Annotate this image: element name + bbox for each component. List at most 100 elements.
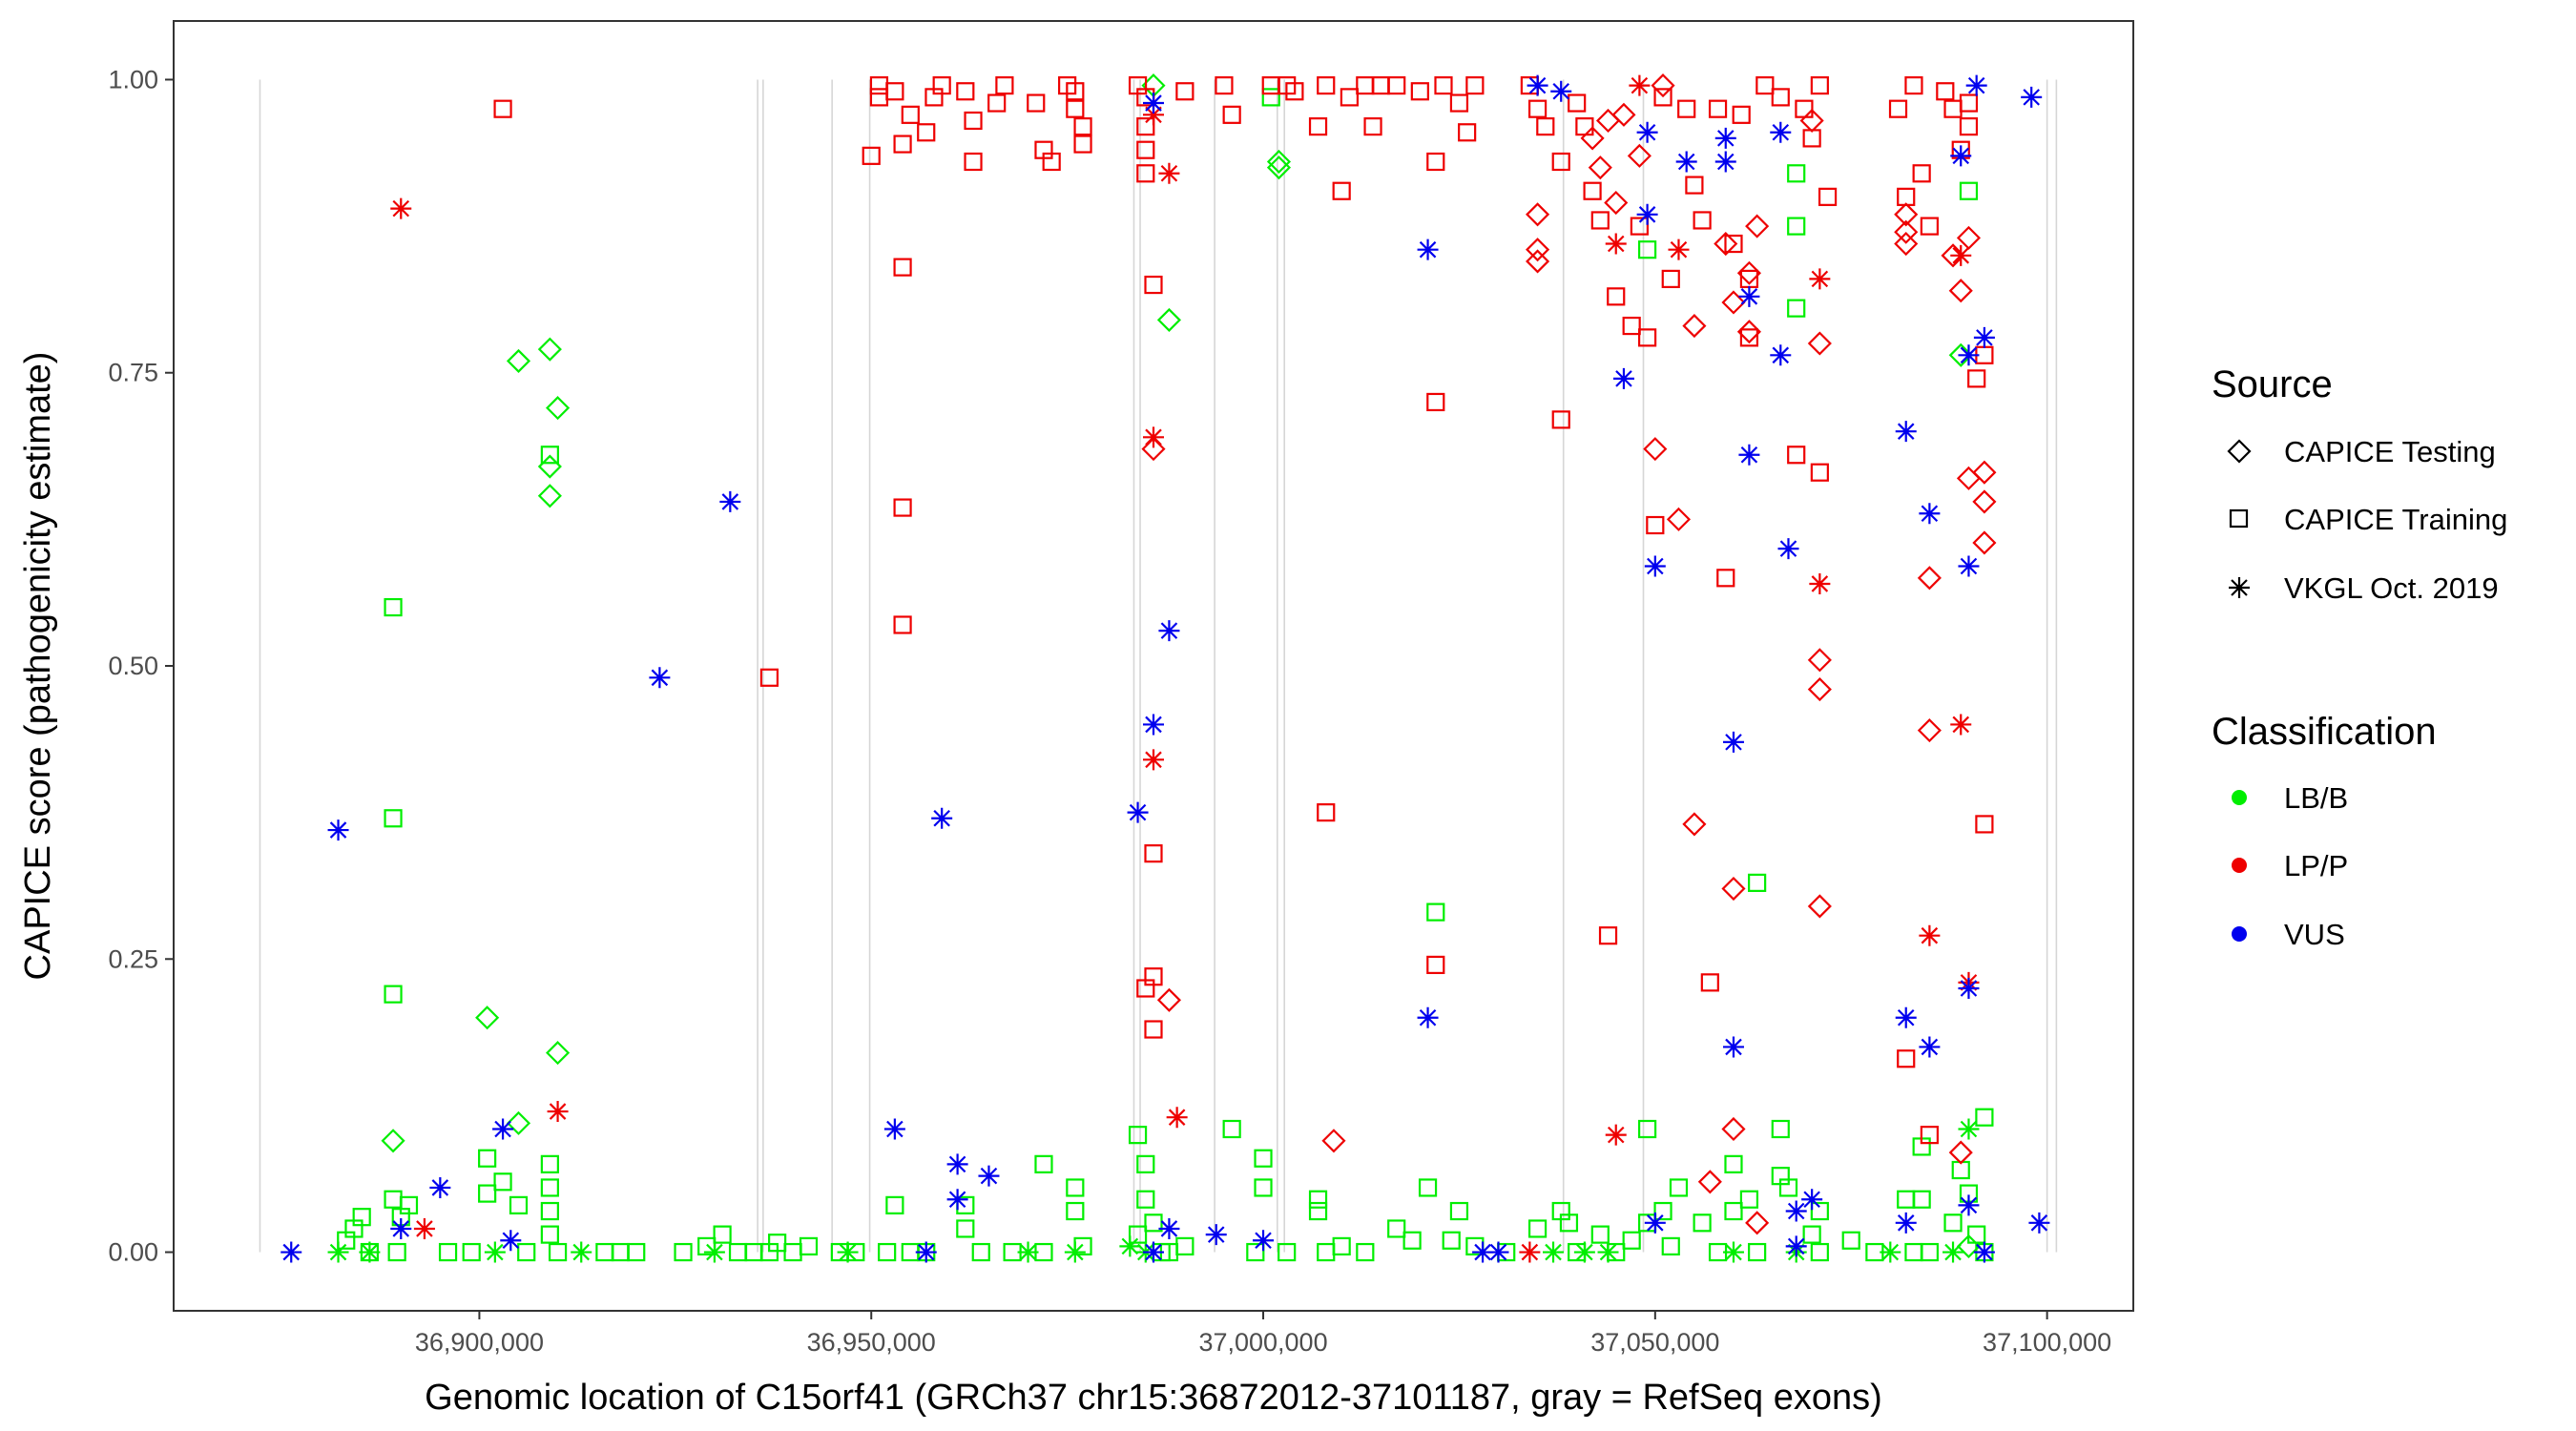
point-training xyxy=(878,1242,897,1262)
point-testing xyxy=(1156,307,1181,332)
point-training xyxy=(1920,1242,1939,1262)
point-training xyxy=(964,152,983,172)
point-training xyxy=(1724,1201,1743,1221)
point-testing xyxy=(1697,1170,1722,1194)
point-vkgl xyxy=(1919,503,1941,525)
point-testing xyxy=(1972,460,1997,485)
point-training xyxy=(1959,93,1979,113)
point-vkgl xyxy=(1973,1241,1995,1263)
point-training xyxy=(1551,410,1570,429)
point-training xyxy=(1739,1190,1759,1209)
point-testing xyxy=(1745,1211,1770,1235)
point-training xyxy=(384,809,403,828)
point-training xyxy=(1128,1225,1148,1244)
point-testing xyxy=(1526,202,1550,227)
point-training xyxy=(478,1184,497,1203)
point-vkgl xyxy=(1573,1241,1595,1263)
point-training xyxy=(1622,316,1641,336)
legend-vus-dot xyxy=(2232,926,2247,942)
point-vkgl xyxy=(1519,1241,1541,1263)
point-training xyxy=(1787,164,1806,183)
point-training xyxy=(995,75,1014,95)
point-training xyxy=(1920,217,1939,236)
point-vkgl xyxy=(413,1217,435,1239)
legend-item-lbb: LB/B xyxy=(2232,781,2348,815)
point-training xyxy=(1254,1149,1273,1168)
point-training xyxy=(1607,287,1626,306)
point-training xyxy=(1073,117,1092,136)
point-testing xyxy=(475,1006,500,1030)
legend-square-icon xyxy=(2229,508,2249,529)
point-training xyxy=(799,1236,819,1256)
point-vkgl xyxy=(1158,620,1180,642)
y-axis-title: CAPICE score (pathogenicity estimate) xyxy=(18,352,58,981)
point-vkgl xyxy=(649,667,671,689)
point-vkgl xyxy=(1675,151,1697,173)
legend-label-lbb: LB/B xyxy=(2284,781,2348,815)
point-vkgl xyxy=(1958,555,1980,577)
point-training xyxy=(1583,181,1602,200)
point-training xyxy=(1434,75,1453,95)
point-vkgl xyxy=(1158,1217,1180,1239)
legend: Source CAPICE Testing CAPICE Training VK… xyxy=(2212,363,2507,951)
point-training xyxy=(1708,99,1728,118)
point-training xyxy=(1034,1154,1053,1173)
point-training xyxy=(387,1242,406,1262)
point-training xyxy=(1136,164,1155,183)
point-training xyxy=(1590,211,1610,230)
point-training xyxy=(1802,1225,1821,1244)
point-testing xyxy=(1721,1116,1746,1142)
point-vkgl xyxy=(1143,104,1164,126)
point-vkgl xyxy=(1527,74,1548,96)
legend-label-capice-testing: CAPICE Testing xyxy=(2284,435,2496,468)
point-training xyxy=(1308,1201,1328,1221)
legend-label-vus: VUS xyxy=(2284,918,2345,951)
point-training xyxy=(1904,75,1923,95)
point-training xyxy=(1128,1126,1148,1145)
point-training xyxy=(1136,1154,1155,1173)
point-training xyxy=(1442,1231,1461,1250)
point-training xyxy=(1967,369,1986,388)
point-training xyxy=(964,111,983,131)
point-training xyxy=(1136,979,1155,998)
point-vkgl xyxy=(1166,1107,1188,1129)
point-training xyxy=(1959,181,1979,200)
point-training xyxy=(674,1242,693,1262)
point-training xyxy=(893,258,912,277)
point-vkgl xyxy=(359,1241,381,1263)
point-testing xyxy=(1580,126,1605,151)
point-training xyxy=(1426,152,1445,172)
point-training xyxy=(1136,117,1155,136)
point-testing xyxy=(546,1041,571,1066)
legend-item-capice-testing: CAPICE Testing xyxy=(2227,435,2496,468)
point-training xyxy=(1278,1242,1297,1262)
point-training xyxy=(1669,1178,1689,1197)
point-training xyxy=(627,1242,646,1262)
point-training xyxy=(1943,1213,1963,1233)
point-training xyxy=(1888,99,1908,118)
point-testing xyxy=(1736,320,1761,344)
point-vkgl xyxy=(719,490,741,512)
point-vkgl xyxy=(1958,1118,1980,1140)
legend-lbb-dot xyxy=(2232,790,2247,805)
point-training xyxy=(548,1242,568,1262)
point-testing xyxy=(1948,279,1973,303)
point-vkgl xyxy=(1127,801,1149,823)
point-vkgl xyxy=(327,1241,349,1263)
point-vkgl xyxy=(1605,233,1627,255)
point-vkgl xyxy=(1064,1241,1086,1263)
point-testing xyxy=(1894,202,1919,227)
legend-label-lpp: LP/P xyxy=(2284,849,2348,882)
point-training xyxy=(1426,902,1445,922)
point-vkgl xyxy=(1785,1235,1807,1257)
point-testing xyxy=(506,1110,531,1135)
legend-diamond-icon xyxy=(2227,439,2252,464)
point-training xyxy=(1527,99,1548,118)
point-testing xyxy=(1526,238,1550,262)
point-vkgl xyxy=(978,1165,1000,1187)
point-training xyxy=(1912,164,1931,183)
point-training xyxy=(1677,99,1696,118)
point-training xyxy=(1175,82,1195,101)
point-training xyxy=(917,123,936,142)
